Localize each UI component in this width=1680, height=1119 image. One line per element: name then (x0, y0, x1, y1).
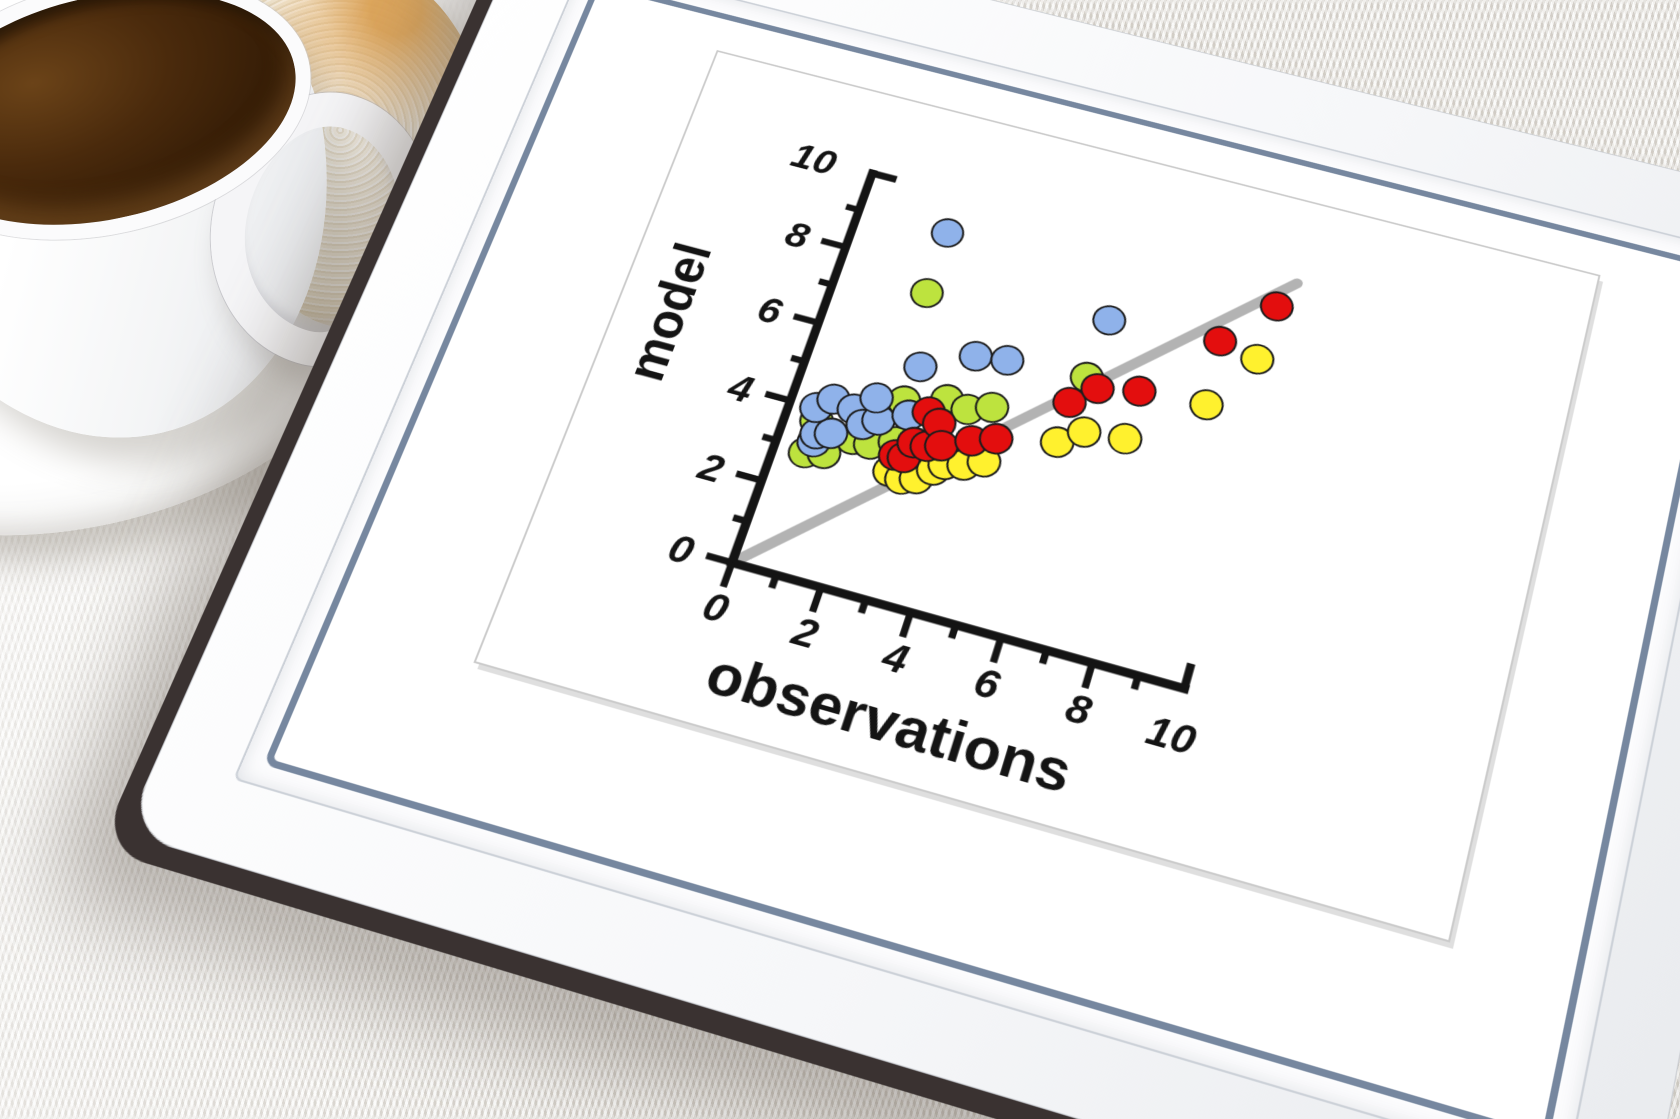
data-point (813, 381, 854, 417)
data-point (796, 402, 837, 439)
data-point (907, 276, 947, 311)
y-axis-title: model (613, 237, 722, 387)
data-point (956, 338, 996, 374)
svg-text:2: 2 (692, 445, 730, 492)
data-point (1064, 414, 1104, 451)
svg-text:4: 4 (721, 366, 759, 411)
data-point (893, 424, 934, 461)
tablet-screen[interactable]: 0 2 4 6 8 10 0 2 4 6 8 10 model observations (233, 0, 1680, 1119)
data-point (924, 446, 965, 483)
data-point (913, 451, 954, 488)
data-point (947, 391, 987, 427)
data-point (906, 428, 947, 465)
data-point (943, 446, 984, 483)
data-point (884, 383, 924, 419)
data-point (951, 422, 991, 459)
data-point (927, 382, 967, 418)
chart-frame: 0 2 4 6 8 10 0 2 4 6 8 10 model observations (473, 50, 1601, 943)
data-point (856, 380, 897, 416)
svg-text:10: 10 (1141, 708, 1201, 765)
data-point (803, 435, 844, 472)
data-point (858, 402, 899, 439)
data-point (850, 426, 891, 463)
data-point (888, 397, 929, 434)
data-point (921, 427, 962, 464)
data-point (987, 343, 1027, 379)
page-border: 0 2 4 6 8 10 0 2 4 6 8 10 model observations (263, 0, 1680, 1119)
svg-text:6: 6 (968, 660, 1005, 710)
data-point (793, 423, 834, 460)
svg-text:2: 2 (785, 609, 824, 658)
data-point (1258, 289, 1297, 324)
svg-text:8: 8 (1060, 685, 1097, 735)
data-point (842, 406, 883, 443)
data-point (833, 391, 874, 427)
svg-text:0: 0 (662, 526, 700, 574)
data-point (1037, 424, 1077, 461)
data-point (796, 415, 837, 452)
svg-text:6: 6 (751, 289, 787, 333)
svg-text:0: 0 (696, 584, 734, 633)
data-point (1090, 303, 1129, 338)
data-point (928, 216, 967, 250)
series-yellow (868, 262, 1277, 579)
data-point (883, 439, 924, 476)
data-point (964, 443, 1005, 480)
data-point (1238, 341, 1277, 377)
data-point (785, 434, 826, 471)
data-point (1105, 420, 1145, 457)
data-point (972, 389, 1012, 425)
data-point (919, 405, 959, 442)
data-point (796, 389, 837, 425)
tablet: 0 2 4 6 8 10 0 2 4 6 8 10 model observations (123, 0, 1680, 1119)
svg-text:10: 10 (786, 136, 842, 183)
data-point (1120, 373, 1160, 409)
data-point (832, 421, 873, 458)
data-point (1187, 387, 1226, 423)
svg-text:4: 4 (876, 634, 914, 684)
data-point (909, 394, 949, 430)
data-point (811, 415, 852, 452)
data-point (896, 460, 937, 497)
svg-text:8: 8 (780, 214, 815, 257)
data-point (900, 349, 940, 385)
data-point (976, 420, 1016, 457)
series-red (875, 210, 1296, 560)
